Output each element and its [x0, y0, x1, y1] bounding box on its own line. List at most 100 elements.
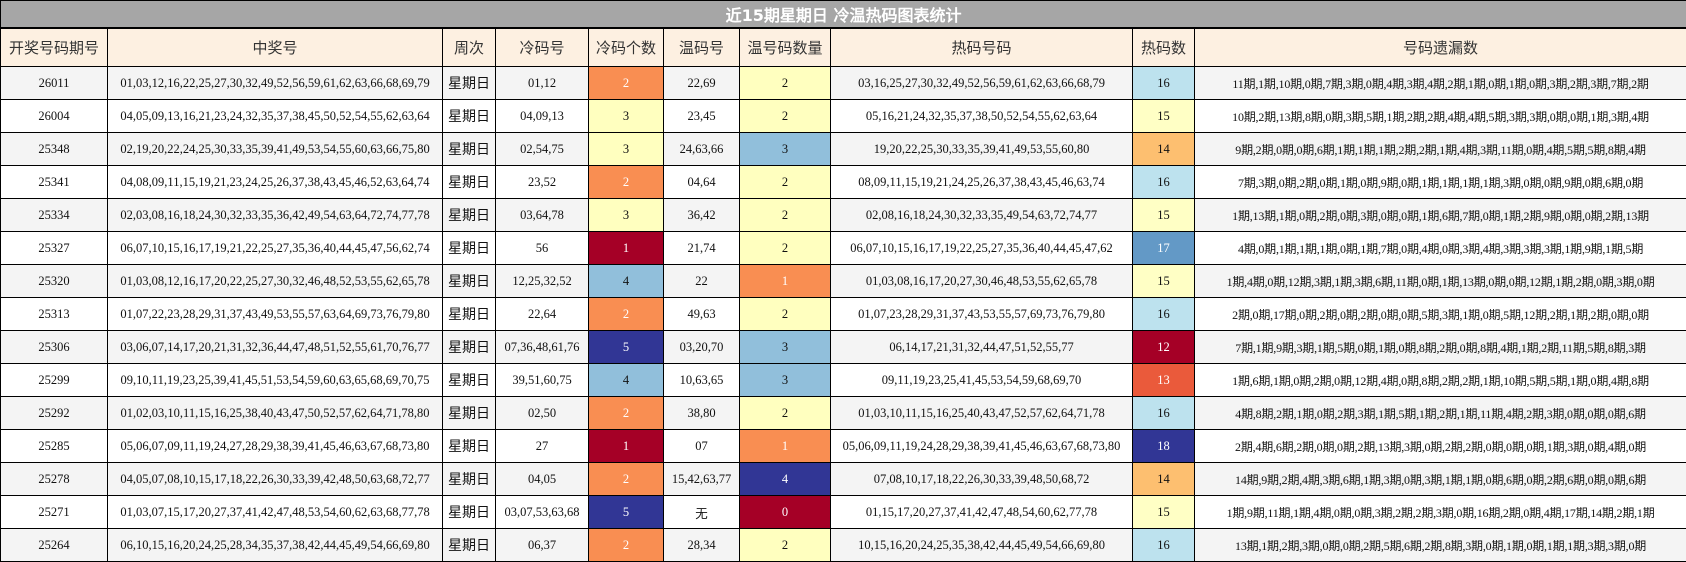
hot-numbers-cell: 01,03,10,11,15,16,25,40,43,47,52,57,62,6…	[831, 397, 1133, 430]
cold-count-cell: 3	[589, 100, 664, 133]
issue-cell: 25320	[1, 265, 108, 298]
missing-periods-cell: 1期,4期,0期,12期,3期,1期,3期,6期,11期,0期,1期,13期,0…	[1195, 265, 1686, 298]
warm-numbers-cell: 07	[664, 430, 740, 463]
hot-numbers-cell: 01,15,17,20,27,37,41,42,47,48,54,60,62,7…	[831, 496, 1133, 529]
cold-numbers-cell: 02,50	[496, 397, 589, 430]
hot-numbers-cell: 19,20,22,25,30,33,35,39,41,49,53,55,60,8…	[831, 133, 1133, 166]
hot-count-cell: 14	[1133, 463, 1195, 496]
missing-periods-cell: 4期,8期,2期,1期,0期,2期,3期,1期,5期,1期,2期,1期,11期,…	[1195, 397, 1686, 430]
warm-count-cell: 4	[740, 463, 831, 496]
hot-count-cell: 13	[1133, 364, 1195, 397]
issue-cell: 26004	[1, 100, 108, 133]
hot-numbers-cell: 08,09,11,15,19,21,24,25,26,37,38,43,45,4…	[831, 166, 1133, 199]
hot-count-cell: 16	[1133, 67, 1195, 100]
warm-numbers-cell: 36,42	[664, 199, 740, 232]
cold-numbers-cell: 12,25,32,52	[496, 265, 589, 298]
weekday-cell: 星期日	[443, 463, 496, 496]
warm-count-cell: 3	[740, 364, 831, 397]
winning-numbers-cell: 01,03,12,16,22,25,27,30,32,49,52,56,59,6…	[108, 67, 443, 100]
cold-numbers-cell: 04,05	[496, 463, 589, 496]
cold-numbers-cell: 27	[496, 430, 589, 463]
warm-numbers-cell: 23,45	[664, 100, 740, 133]
cold-numbers-cell: 07,36,48,61,76	[496, 331, 589, 364]
header-hot-count: 热码数	[1133, 28, 1195, 67]
hot-count-cell: 16	[1133, 529, 1195, 562]
cold-count-cell: 1	[589, 232, 664, 265]
warm-numbers-cell: 24,63,66	[664, 133, 740, 166]
warm-count-cell: 3	[740, 133, 831, 166]
header-cold: 冷码号	[496, 28, 589, 67]
cold-numbers-cell: 22,64	[496, 298, 589, 331]
warm-count-cell: 1	[740, 265, 831, 298]
hot-numbers-cell: 02,08,16,18,24,30,32,33,35,49,54,63,72,7…	[831, 199, 1133, 232]
warm-count-cell: 1	[740, 430, 831, 463]
weekday-cell: 星期日	[443, 397, 496, 430]
cold-numbers-cell: 56	[496, 232, 589, 265]
warm-count-cell: 2	[740, 397, 831, 430]
winning-numbers-cell: 06,10,15,16,20,24,25,28,34,35,37,38,42,4…	[108, 529, 443, 562]
missing-periods-cell: 2期,4期,6期,2期,0期,0期,2期,13期,3期,0期,2期,2期,0期,…	[1195, 430, 1686, 463]
cold-numbers-cell: 02,54,75	[496, 133, 589, 166]
missing-periods-cell: 1期,6期,1期,0期,2期,0期,12期,4期,0期,8期,2期,2期,1期,…	[1195, 364, 1686, 397]
weekday-cell: 星期日	[443, 529, 496, 562]
cold-numbers-cell: 23,52	[496, 166, 589, 199]
winning-numbers-cell: 04,05,09,13,16,21,23,24,32,35,37,38,45,5…	[108, 100, 443, 133]
missing-periods-cell: 14期,9期,2期,4期,3期,6期,1期,3期,0期,3期,1期,1期,0期,…	[1195, 463, 1686, 496]
issue-cell: 25306	[1, 331, 108, 364]
issue-cell: 25348	[1, 133, 108, 166]
warm-numbers-cell: 无	[664, 496, 740, 529]
cold-count-cell: 2	[589, 463, 664, 496]
warm-count-cell: 2	[740, 67, 831, 100]
cold-count-cell: 2	[589, 397, 664, 430]
warm-numbers-cell: 49,63	[664, 298, 740, 331]
issue-cell: 25264	[1, 529, 108, 562]
cold-numbers-cell: 03,07,53,63,68	[496, 496, 589, 529]
weekday-cell: 星期日	[443, 166, 496, 199]
cold-count-cell: 5	[589, 496, 664, 529]
hot-count-cell: 15	[1133, 496, 1195, 529]
hot-numbers-cell: 07,08,10,17,18,22,26,30,33,39,48,50,68,7…	[831, 463, 1133, 496]
issue-cell: 25299	[1, 364, 108, 397]
missing-periods-cell: 1期,13期,1期,0期,2期,0期,3期,0期,0期,1期,6期,7期,0期,…	[1195, 199, 1686, 232]
missing-periods-cell: 7期,1期,9期,3期,1期,5期,0期,1期,0期,8期,2期,0期,8期,4…	[1195, 331, 1686, 364]
winning-numbers-cell: 01,02,03,10,11,15,16,25,38,40,43,47,50,5…	[108, 397, 443, 430]
weekday-cell: 星期日	[443, 100, 496, 133]
hot-numbers-cell: 09,11,19,23,25,41,45,53,54,59,68,69,70	[831, 364, 1133, 397]
issue-cell: 25278	[1, 463, 108, 496]
hot-numbers-cell: 01,03,08,16,17,20,27,30,46,48,53,55,62,6…	[831, 265, 1133, 298]
weekday-cell: 星期日	[443, 199, 496, 232]
header-hot: 热码号码	[831, 28, 1133, 67]
cold-count-cell: 2	[589, 529, 664, 562]
hot-count-cell: 17	[1133, 232, 1195, 265]
cold-count-cell: 4	[589, 265, 664, 298]
hot-count-cell: 15	[1133, 265, 1195, 298]
hot-numbers-cell: 10,15,16,20,24,25,35,38,42,44,45,49,54,6…	[831, 529, 1133, 562]
weekday-cell: 星期日	[443, 298, 496, 331]
missing-periods-cell: 1期,9期,11期,1期,4期,0期,0期,3期,2期,2期,3期,0期,16期…	[1195, 496, 1686, 529]
cold-numbers-cell: 01,12	[496, 67, 589, 100]
issue-cell: 25285	[1, 430, 108, 463]
cold-count-cell: 2	[589, 298, 664, 331]
cold-count-cell: 1	[589, 430, 664, 463]
winning-numbers-cell: 02,19,20,22,24,25,30,33,35,39,41,49,53,5…	[108, 133, 443, 166]
hot-numbers-cell: 03,16,25,27,30,32,49,52,56,59,61,62,63,6…	[831, 67, 1133, 100]
weekday-cell: 星期日	[443, 67, 496, 100]
winning-numbers-cell: 06,07,10,15,16,17,19,21,22,25,27,35,36,4…	[108, 232, 443, 265]
warm-count-cell: 2	[740, 199, 831, 232]
winning-numbers-cell: 01,03,07,15,17,20,27,37,41,42,47,48,53,5…	[108, 496, 443, 529]
warm-numbers-cell: 15,42,63,77	[664, 463, 740, 496]
missing-periods-cell: 7期,3期,0期,2期,0期,1期,0期,9期,0期,1期,1期,1期,1期,3…	[1195, 166, 1686, 199]
header-cold-count: 冷码个数	[589, 28, 664, 67]
header-warm-count: 温号码数量	[740, 28, 831, 67]
